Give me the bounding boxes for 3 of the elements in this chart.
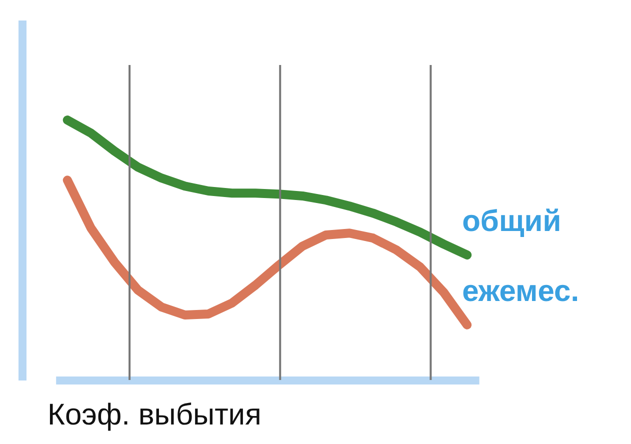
x-axis-title: Коэф. выбытия (48, 398, 262, 432)
series-label: ежемес. (462, 274, 580, 308)
series-label: общий (462, 204, 562, 238)
